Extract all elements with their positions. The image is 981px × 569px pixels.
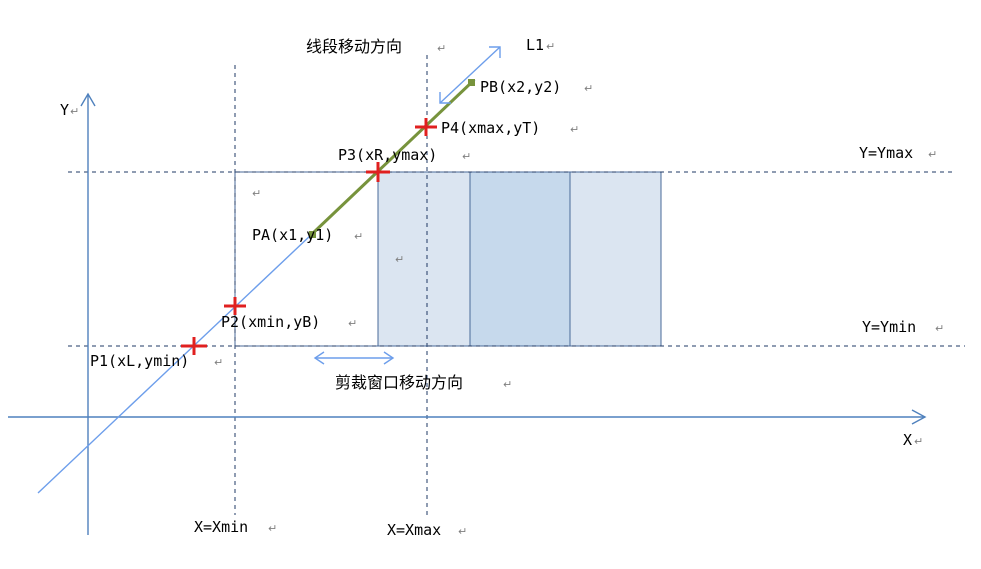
paragraph-mark-icon: ↵ bbox=[503, 378, 512, 391]
x-min-label: X=Xmin bbox=[194, 518, 248, 536]
p1-label: P1(xL,ymin) bbox=[90, 352, 189, 370]
y-min-label: Y=Ymin bbox=[862, 318, 916, 336]
paragraph-mark-icon: ↵ bbox=[395, 253, 404, 266]
segment-pa-pb bbox=[310, 80, 474, 236]
p2-label: P2(xmin,yB) bbox=[221, 313, 320, 331]
p4-label: P4(xmax,yT) bbox=[441, 119, 540, 137]
paragraph-mark-icon: ↵ bbox=[252, 187, 261, 200]
intersection-markers bbox=[181, 118, 437, 355]
y-axis-arrow-icon bbox=[80, 92, 96, 107]
pb-label: PB(x2,y2) bbox=[480, 78, 561, 96]
paragraph-mark-icon: ↵ bbox=[348, 317, 357, 330]
x-axis-arrow-icon bbox=[911, 409, 927, 425]
paragraph-mark-icon: ↵ bbox=[914, 435, 923, 448]
paragraph-mark-icon: ↵ bbox=[70, 105, 79, 118]
clip-window-shaded-right bbox=[569, 171, 662, 347]
p2-cross-marker-icon bbox=[224, 297, 246, 315]
paragraph-mark-icon: ↵ bbox=[268, 522, 277, 535]
paragraph-mark-icon: ↵ bbox=[570, 123, 579, 136]
y-axis-label: Y bbox=[60, 101, 69, 119]
clip-window-shaded-left bbox=[377, 171, 471, 347]
paragraph-mark-icon: ↵ bbox=[437, 42, 446, 55]
line-l1-label: L1 bbox=[526, 36, 544, 54]
window-direction-label: 剪裁窗口移动方向 bbox=[335, 373, 463, 392]
segment-direction-arrow-icon bbox=[439, 46, 501, 104]
paragraph-mark-icon: ↵ bbox=[354, 230, 363, 243]
paragraph-mark-icon: ↵ bbox=[462, 150, 471, 163]
paragraph-mark-icon: ↵ bbox=[935, 322, 944, 335]
pa-label: PA(x1,y1) bbox=[252, 226, 333, 244]
paragraph-mark-icon: ↵ bbox=[584, 82, 593, 95]
p1-cross-marker-icon bbox=[181, 337, 207, 355]
x-max-label: X=Xmax bbox=[387, 521, 441, 539]
clip-window-shaded-middle bbox=[469, 171, 571, 347]
x-axis-label: X bbox=[903, 431, 912, 449]
paragraph-mark-icon: ↵ bbox=[214, 356, 223, 369]
segment-direction-label: 线段移动方向 bbox=[306, 37, 402, 56]
p3-label: P3(xR,ymax) bbox=[338, 146, 437, 164]
p3-cross-marker-icon bbox=[366, 162, 390, 182]
guide-lines bbox=[68, 55, 965, 518]
paragraph-mark-icon: ↵ bbox=[458, 525, 467, 538]
paragraph-mark-icon: ↵ bbox=[546, 40, 555, 53]
axes bbox=[8, 92, 927, 535]
y-max-label: Y=Ymax bbox=[859, 144, 913, 162]
paragraph-mark-icon: ↵ bbox=[928, 148, 937, 161]
pb-endpoint-icon bbox=[468, 79, 475, 86]
window-direction-arrow-icon bbox=[313, 351, 395, 365]
p4-cross-marker-icon bbox=[415, 118, 437, 136]
pa-endpoint-icon bbox=[309, 231, 316, 238]
